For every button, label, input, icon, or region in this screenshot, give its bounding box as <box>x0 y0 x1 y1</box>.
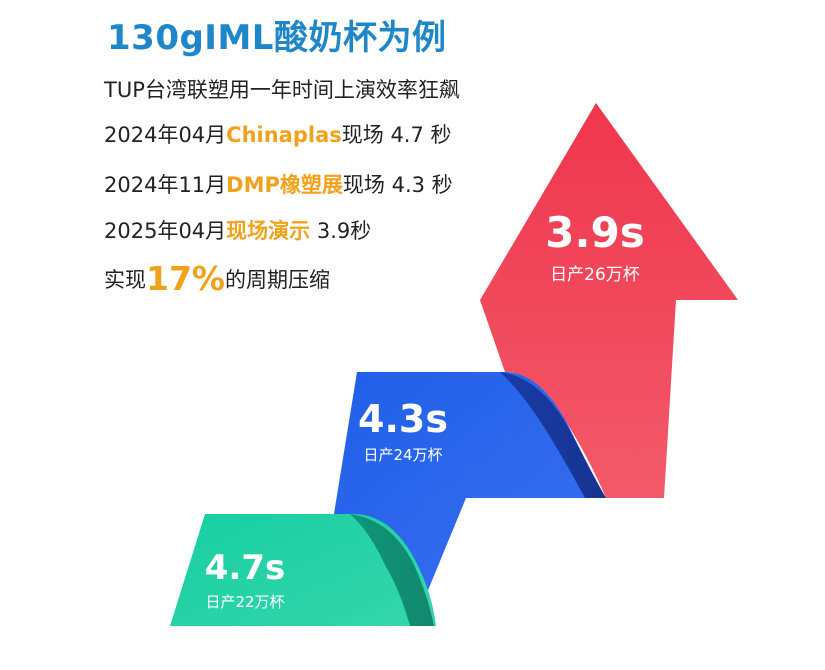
cycle-time-value: 4.3s <box>358 397 448 441</box>
daily-output-label: 日产22万杯 <box>205 593 285 611</box>
intro-line: TUP台湾联塑用一年时间上演效率狂飙 <box>104 78 460 102</box>
timeline-line-2024-04: 2024年04月Chinaplas现场 4.7 秒 <box>104 119 452 149</box>
summary-prefix: 实现 <box>104 268 146 292</box>
event-name: Chinaplas <box>226 123 342 147</box>
timeline-line-2024-11: 2024年11月DMP橡塑展现场 4.3 秒 <box>104 169 453 199</box>
result-text: 3.9秒 <box>310 219 372 243</box>
timeline-line-2025-04: 2025年04月现场演示 3.9秒 <box>104 215 371 245</box>
result-text: 现场 4.7 秒 <box>341 123 452 147</box>
cycle-time-value: 3.9s <box>545 208 645 257</box>
daily-output-label: 日产24万杯 <box>363 446 443 464</box>
date-label: 2024年04月 <box>104 123 227 147</box>
blue-step-fold <box>500 372 606 498</box>
stage-4-7s: 4.7s 日产22万杯 <box>190 551 300 612</box>
date-label: 2025年04月 <box>104 219 227 243</box>
green-step-fold <box>350 514 434 626</box>
page-title: 130gIML酸奶杯为例 <box>107 18 447 58</box>
result-text: 现场 4.3 秒 <box>342 173 453 197</box>
event-name: DMP橡塑展 <box>226 173 343 197</box>
summary-suffix: 的周期压缩 <box>225 268 330 292</box>
stage-3-9s: 3.9s 日产26万杯 <box>520 208 670 286</box>
daily-output-label: 日产26万杯 <box>550 265 640 285</box>
cycle-time-value: 4.7s <box>204 548 286 588</box>
green-step-shape <box>170 514 436 626</box>
stage-4-3s: 4.3s 日产24万杯 <box>338 400 468 465</box>
event-name: 现场演示 <box>226 219 311 243</box>
red-arrow-shape <box>480 103 738 498</box>
date-label: 2024年11月 <box>104 173 227 197</box>
summary-line: 实现17%的周期压缩 <box>104 259 330 298</box>
compression-percent: 17% <box>146 259 225 298</box>
